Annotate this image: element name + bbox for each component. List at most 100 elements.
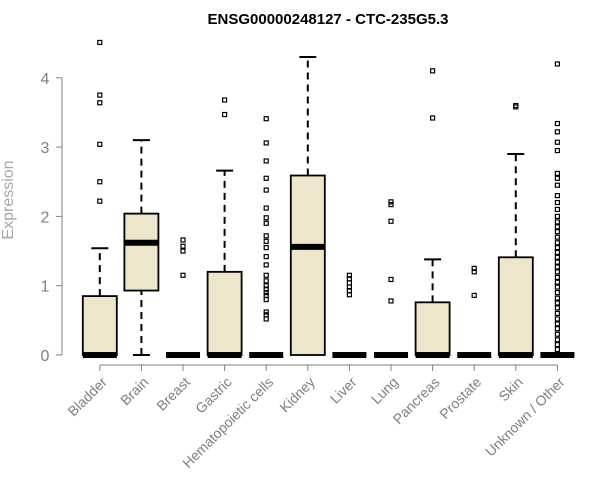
- x-tick-label: Breast: [153, 374, 193, 414]
- outlier-point: [554, 61, 561, 67]
- y-tick-label: 1: [41, 279, 50, 296]
- box-group: [81, 39, 575, 358]
- outlier-point: [388, 298, 394, 304]
- box-7: [374, 199, 408, 358]
- outlier-point: [263, 233, 269, 239]
- outlier-point: [263, 262, 269, 268]
- outlier-point: [554, 346, 561, 353]
- outlier-point: [554, 240, 561, 246]
- x-tick-label: Bladder: [64, 374, 110, 420]
- outlier-point: [222, 111, 228, 118]
- outlier-point: [554, 175, 561, 181]
- outlier-point: [263, 116, 269, 122]
- box-5: [289, 56, 326, 356]
- outlier-point: [180, 243, 186, 249]
- outlier-point: [554, 326, 561, 332]
- outlier-point: [263, 278, 269, 284]
- outlier-point: [180, 272, 186, 278]
- outlier-point: [180, 248, 186, 254]
- outlier-point: [430, 115, 436, 121]
- outlier-point: [263, 292, 269, 299]
- outlier-point: [263, 238, 269, 244]
- outlier-point: [554, 254, 561, 260]
- outlier-point: [554, 199, 561, 206]
- outlier-point: [554, 316, 561, 322]
- outlier-point: [263, 296, 269, 303]
- y-tick-label: 3: [41, 140, 50, 157]
- outlier-point: [554, 139, 561, 145]
- x-tick-label: Lung: [368, 374, 401, 407]
- outlier-point: [97, 198, 103, 204]
- outlier-point: [388, 218, 394, 224]
- outlier-point: [430, 68, 436, 74]
- outlier-point: [263, 187, 269, 193]
- outlier-point: [388, 276, 394, 283]
- outlier-point: [346, 292, 352, 298]
- outlier-point: [263, 316, 269, 322]
- outlier-point: [554, 259, 561, 265]
- outlier-point: [554, 321, 561, 327]
- x-tick-label: Prostate: [436, 374, 484, 422]
- outlier-point: [263, 312, 269, 318]
- outlier-point: [554, 120, 561, 127]
- outlier-point: [554, 206, 561, 213]
- box-body: [123, 212, 160, 292]
- box-8: [414, 68, 451, 358]
- outlier-point: [263, 283, 269, 289]
- outlier-point: [388, 202, 394, 208]
- x-tick-label: Kidney: [276, 374, 318, 416]
- outlier-point: [471, 265, 477, 271]
- outlier-point: [554, 284, 561, 290]
- outlier-point: [554, 274, 561, 280]
- x-tick-label: Liver: [327, 374, 360, 407]
- outlier-point: [263, 158, 269, 164]
- outlier-point: [554, 331, 561, 337]
- outlier-point: [554, 129, 561, 135]
- outlier-point: [388, 199, 394, 205]
- outlier-point: [471, 292, 477, 299]
- outlier-point: [513, 102, 519, 109]
- outlier-point: [263, 140, 269, 146]
- outlier-point: [554, 342, 561, 348]
- chart-title: ENSG00000248127 - CTC-235G5.3: [208, 11, 449, 28]
- outlier-point: [554, 300, 561, 306]
- outlier-point: [554, 305, 561, 311]
- outlier-point: [554, 224, 561, 230]
- box-4: [249, 116, 284, 358]
- outlier-point: [180, 237, 186, 243]
- box-3: [206, 97, 243, 358]
- outlier-point: [97, 100, 103, 106]
- outlier-point: [554, 249, 561, 256]
- box-body: [81, 295, 118, 356]
- y-axis-label: Expression: [0, 160, 17, 239]
- outlier-point: [554, 234, 561, 240]
- outlier-point: [97, 39, 103, 46]
- outlier-point: [97, 141, 103, 147]
- y-tick-label: 0: [41, 348, 50, 365]
- outlier-point: [263, 253, 269, 260]
- outlier-point: [554, 219, 561, 225]
- outlier-point: [554, 295, 561, 301]
- outlier-point: [263, 244, 269, 251]
- box-body: [414, 301, 451, 356]
- outlier-point: [263, 175, 269, 181]
- outlier-point: [554, 170, 561, 177]
- outlier-point: [263, 272, 269, 278]
- x-tick-label: Unknown / Other: [482, 374, 568, 460]
- outlier-point: [263, 220, 269, 226]
- box-body: [206, 270, 243, 356]
- outlier-point: [554, 337, 561, 343]
- outlier-point: [222, 97, 228, 103]
- outlier-point: [554, 182, 561, 188]
- outlier-point: [263, 309, 269, 315]
- outlier-point: [554, 279, 561, 285]
- outlier-point: [263, 205, 269, 211]
- outlier-point: [263, 215, 269, 221]
- outlier-point: [346, 272, 352, 278]
- y-tick-label: 4: [41, 71, 50, 88]
- outlier-point: [554, 244, 561, 251]
- y-axis: 0 1 2 3 4: [41, 71, 63, 365]
- outlier-point: [97, 179, 103, 185]
